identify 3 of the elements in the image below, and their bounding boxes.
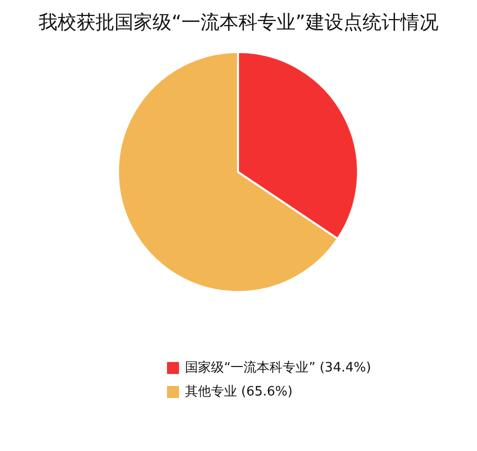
legend-label: 其他专业 (65.6%) <box>185 384 293 400</box>
chart-title: 我校获批国家级“一流本科专业”建设点统计情况 <box>38 12 438 34</box>
legend-label: 国家级“一流本科专业” (34.4%) <box>185 360 372 376</box>
